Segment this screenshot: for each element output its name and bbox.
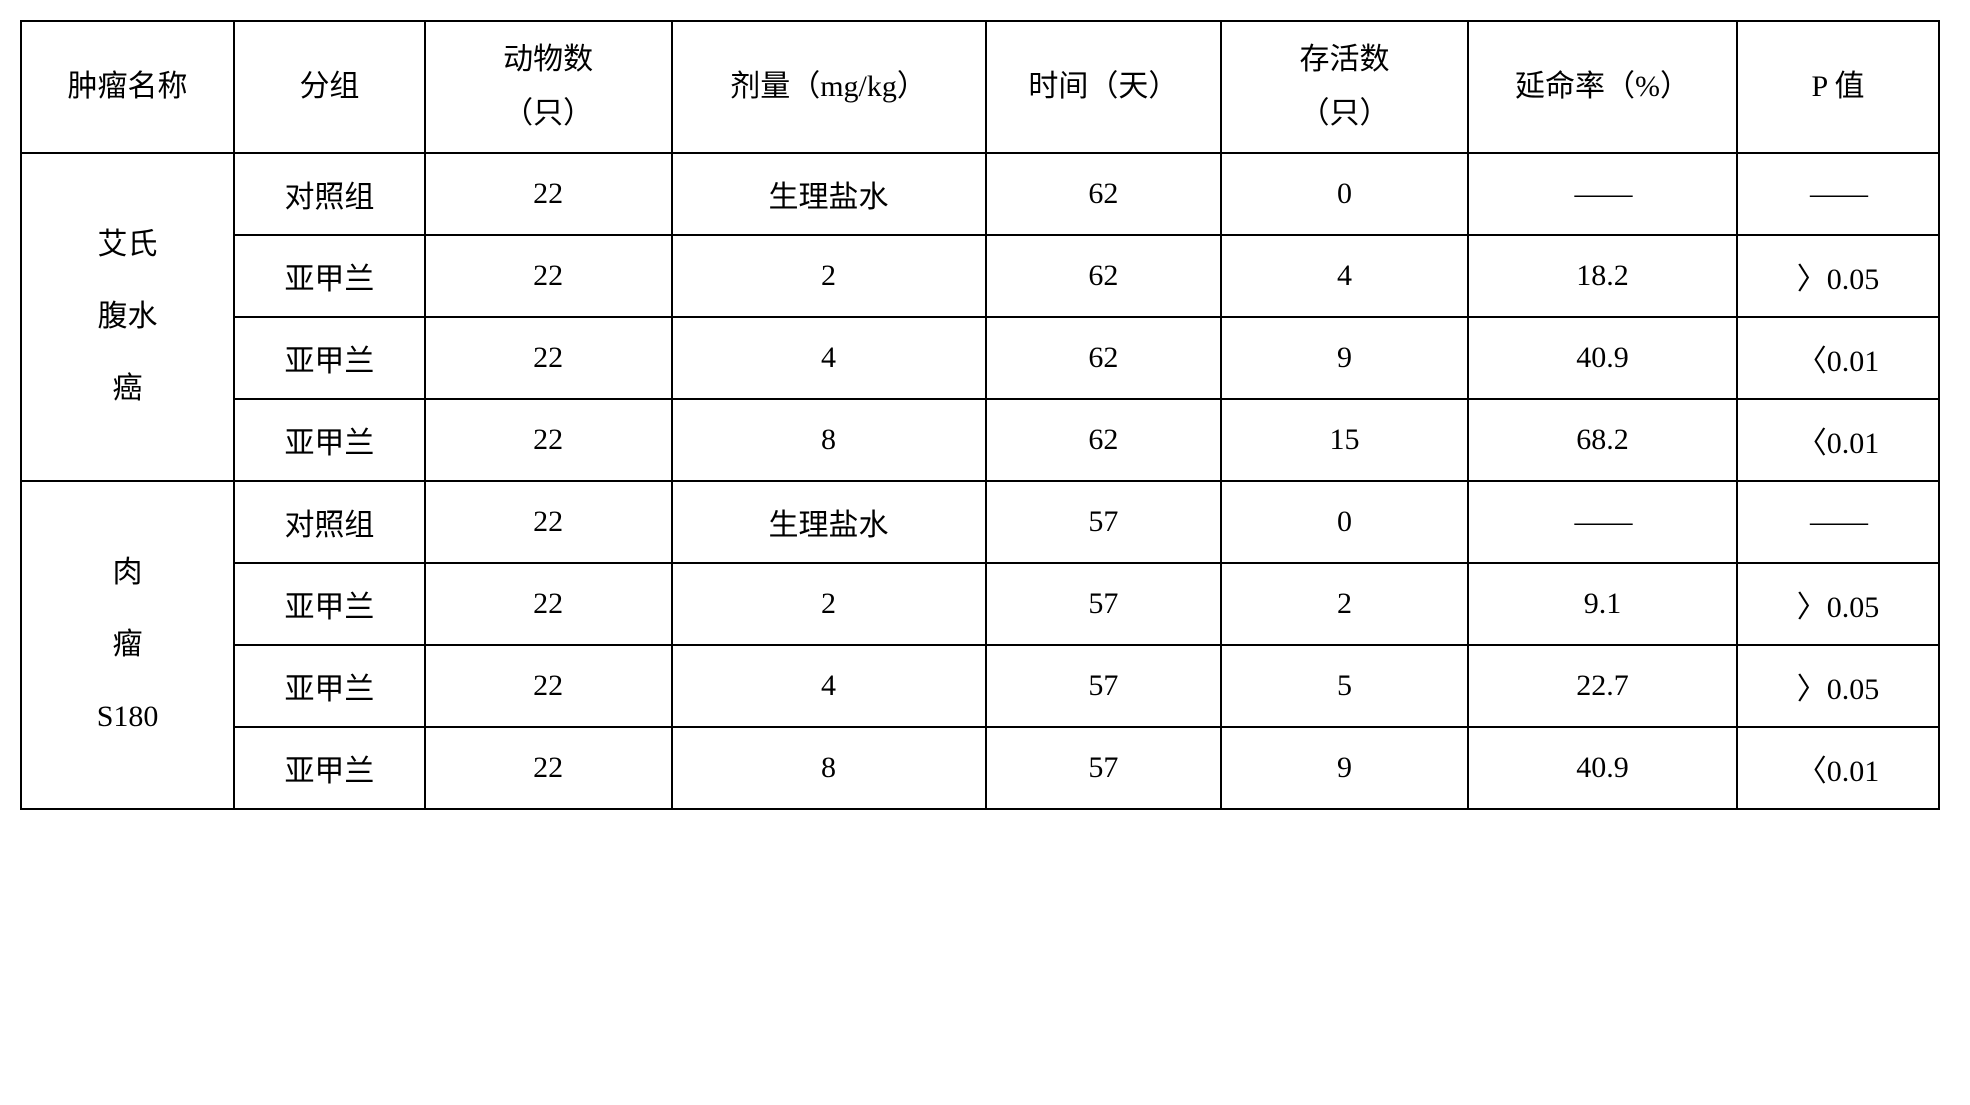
table-row: 艾氏腹水癌 对照组 22 生理盐水 62 0 —— —— xyxy=(21,153,1939,235)
cell-group: 对照组 xyxy=(234,481,425,563)
cell-p: —— xyxy=(1737,481,1939,563)
cell-p: 〈0.01 xyxy=(1737,317,1939,399)
cell-surv: 0 xyxy=(1221,481,1468,563)
col-header-tumor: 肿瘤名称 xyxy=(21,21,234,153)
cell-group: 亚甲兰 xyxy=(234,563,425,645)
tumor-name-cell: 艾氏腹水癌 xyxy=(21,153,234,481)
cell-surv: 9 xyxy=(1221,317,1468,399)
table-row: 亚甲兰 22 8 57 9 40.9 〈0.01 xyxy=(21,727,1939,809)
cell-dose: 生理盐水 xyxy=(672,153,986,235)
col-header-time: 时间（天） xyxy=(986,21,1222,153)
cell-group: 对照组 xyxy=(234,153,425,235)
cell-rate: 40.9 xyxy=(1468,727,1737,809)
cell-time: 62 xyxy=(986,317,1222,399)
col-header-p: P 值 xyxy=(1737,21,1939,153)
cell-surv: 0 xyxy=(1221,153,1468,235)
header-row: 肿瘤名称 分组 动物数（只） 剂量（mg/kg） 时间（天） 存活数（只） 延命… xyxy=(21,21,1939,153)
cell-rate: 18.2 xyxy=(1468,235,1737,317)
cell-time: 57 xyxy=(986,563,1222,645)
cell-animals: 22 xyxy=(425,399,672,481)
col-header-animals: 动物数（只） xyxy=(425,21,672,153)
table-row: 亚甲兰 22 4 57 5 22.7 〉0.05 xyxy=(21,645,1939,727)
cell-rate: 40.9 xyxy=(1468,317,1737,399)
table-row: 亚甲兰 22 2 57 2 9.1 〉0.05 xyxy=(21,563,1939,645)
col-header-rate: 延命率（%） xyxy=(1468,21,1737,153)
cell-animals: 22 xyxy=(425,727,672,809)
col-header-survivors: 存活数（只） xyxy=(1221,21,1468,153)
cell-rate: 9.1 xyxy=(1468,563,1737,645)
cell-rate: 68.2 xyxy=(1468,399,1737,481)
cell-time: 62 xyxy=(986,235,1222,317)
cell-group: 亚甲兰 xyxy=(234,235,425,317)
cell-rate: 22.7 xyxy=(1468,645,1737,727)
cell-time: 62 xyxy=(986,153,1222,235)
cell-animals: 22 xyxy=(425,153,672,235)
col-header-group: 分组 xyxy=(234,21,425,153)
cell-p: 〉0.05 xyxy=(1737,645,1939,727)
table-row: 亚甲兰 22 8 62 15 68.2 〈0.01 xyxy=(21,399,1939,481)
cell-dose: 2 xyxy=(672,235,986,317)
cell-p: 〈0.01 xyxy=(1737,399,1939,481)
cell-group: 亚甲兰 xyxy=(234,399,425,481)
cell-group: 亚甲兰 xyxy=(234,317,425,399)
cell-animals: 22 xyxy=(425,235,672,317)
cell-group: 亚甲兰 xyxy=(234,645,425,727)
cell-animals: 22 xyxy=(425,481,672,563)
cell-surv: 15 xyxy=(1221,399,1468,481)
cell-rate: —— xyxy=(1468,153,1737,235)
cell-p: 〉0.05 xyxy=(1737,235,1939,317)
cell-surv: 4 xyxy=(1221,235,1468,317)
table-row: 亚甲兰 22 4 62 9 40.9 〈0.01 xyxy=(21,317,1939,399)
col-header-dose: 剂量（mg/kg） xyxy=(672,21,986,153)
cell-time: 57 xyxy=(986,645,1222,727)
cell-surv: 9 xyxy=(1221,727,1468,809)
cell-animals: 22 xyxy=(425,563,672,645)
cell-p: 〈0.01 xyxy=(1737,727,1939,809)
data-table: 肿瘤名称 分组 动物数（只） 剂量（mg/kg） 时间（天） 存活数（只） 延命… xyxy=(20,20,1940,810)
cell-animals: 22 xyxy=(425,645,672,727)
cell-dose: 8 xyxy=(672,399,986,481)
tumor-name-cell: 肉瘤S180 xyxy=(21,481,234,809)
cell-surv: 2 xyxy=(1221,563,1468,645)
cell-dose: 2 xyxy=(672,563,986,645)
cell-time: 62 xyxy=(986,399,1222,481)
cell-surv: 5 xyxy=(1221,645,1468,727)
cell-p: 〉0.05 xyxy=(1737,563,1939,645)
cell-dose: 4 xyxy=(672,645,986,727)
table-row: 肉瘤S180 对照组 22 生理盐水 57 0 —— —— xyxy=(21,481,1939,563)
cell-dose: 8 xyxy=(672,727,986,809)
cell-p: —— xyxy=(1737,153,1939,235)
cell-dose: 生理盐水 xyxy=(672,481,986,563)
cell-group: 亚甲兰 xyxy=(234,727,425,809)
cell-time: 57 xyxy=(986,727,1222,809)
cell-animals: 22 xyxy=(425,317,672,399)
cell-rate: —— xyxy=(1468,481,1737,563)
table-row: 亚甲兰 22 2 62 4 18.2 〉0.05 xyxy=(21,235,1939,317)
cell-dose: 4 xyxy=(672,317,986,399)
cell-time: 57 xyxy=(986,481,1222,563)
